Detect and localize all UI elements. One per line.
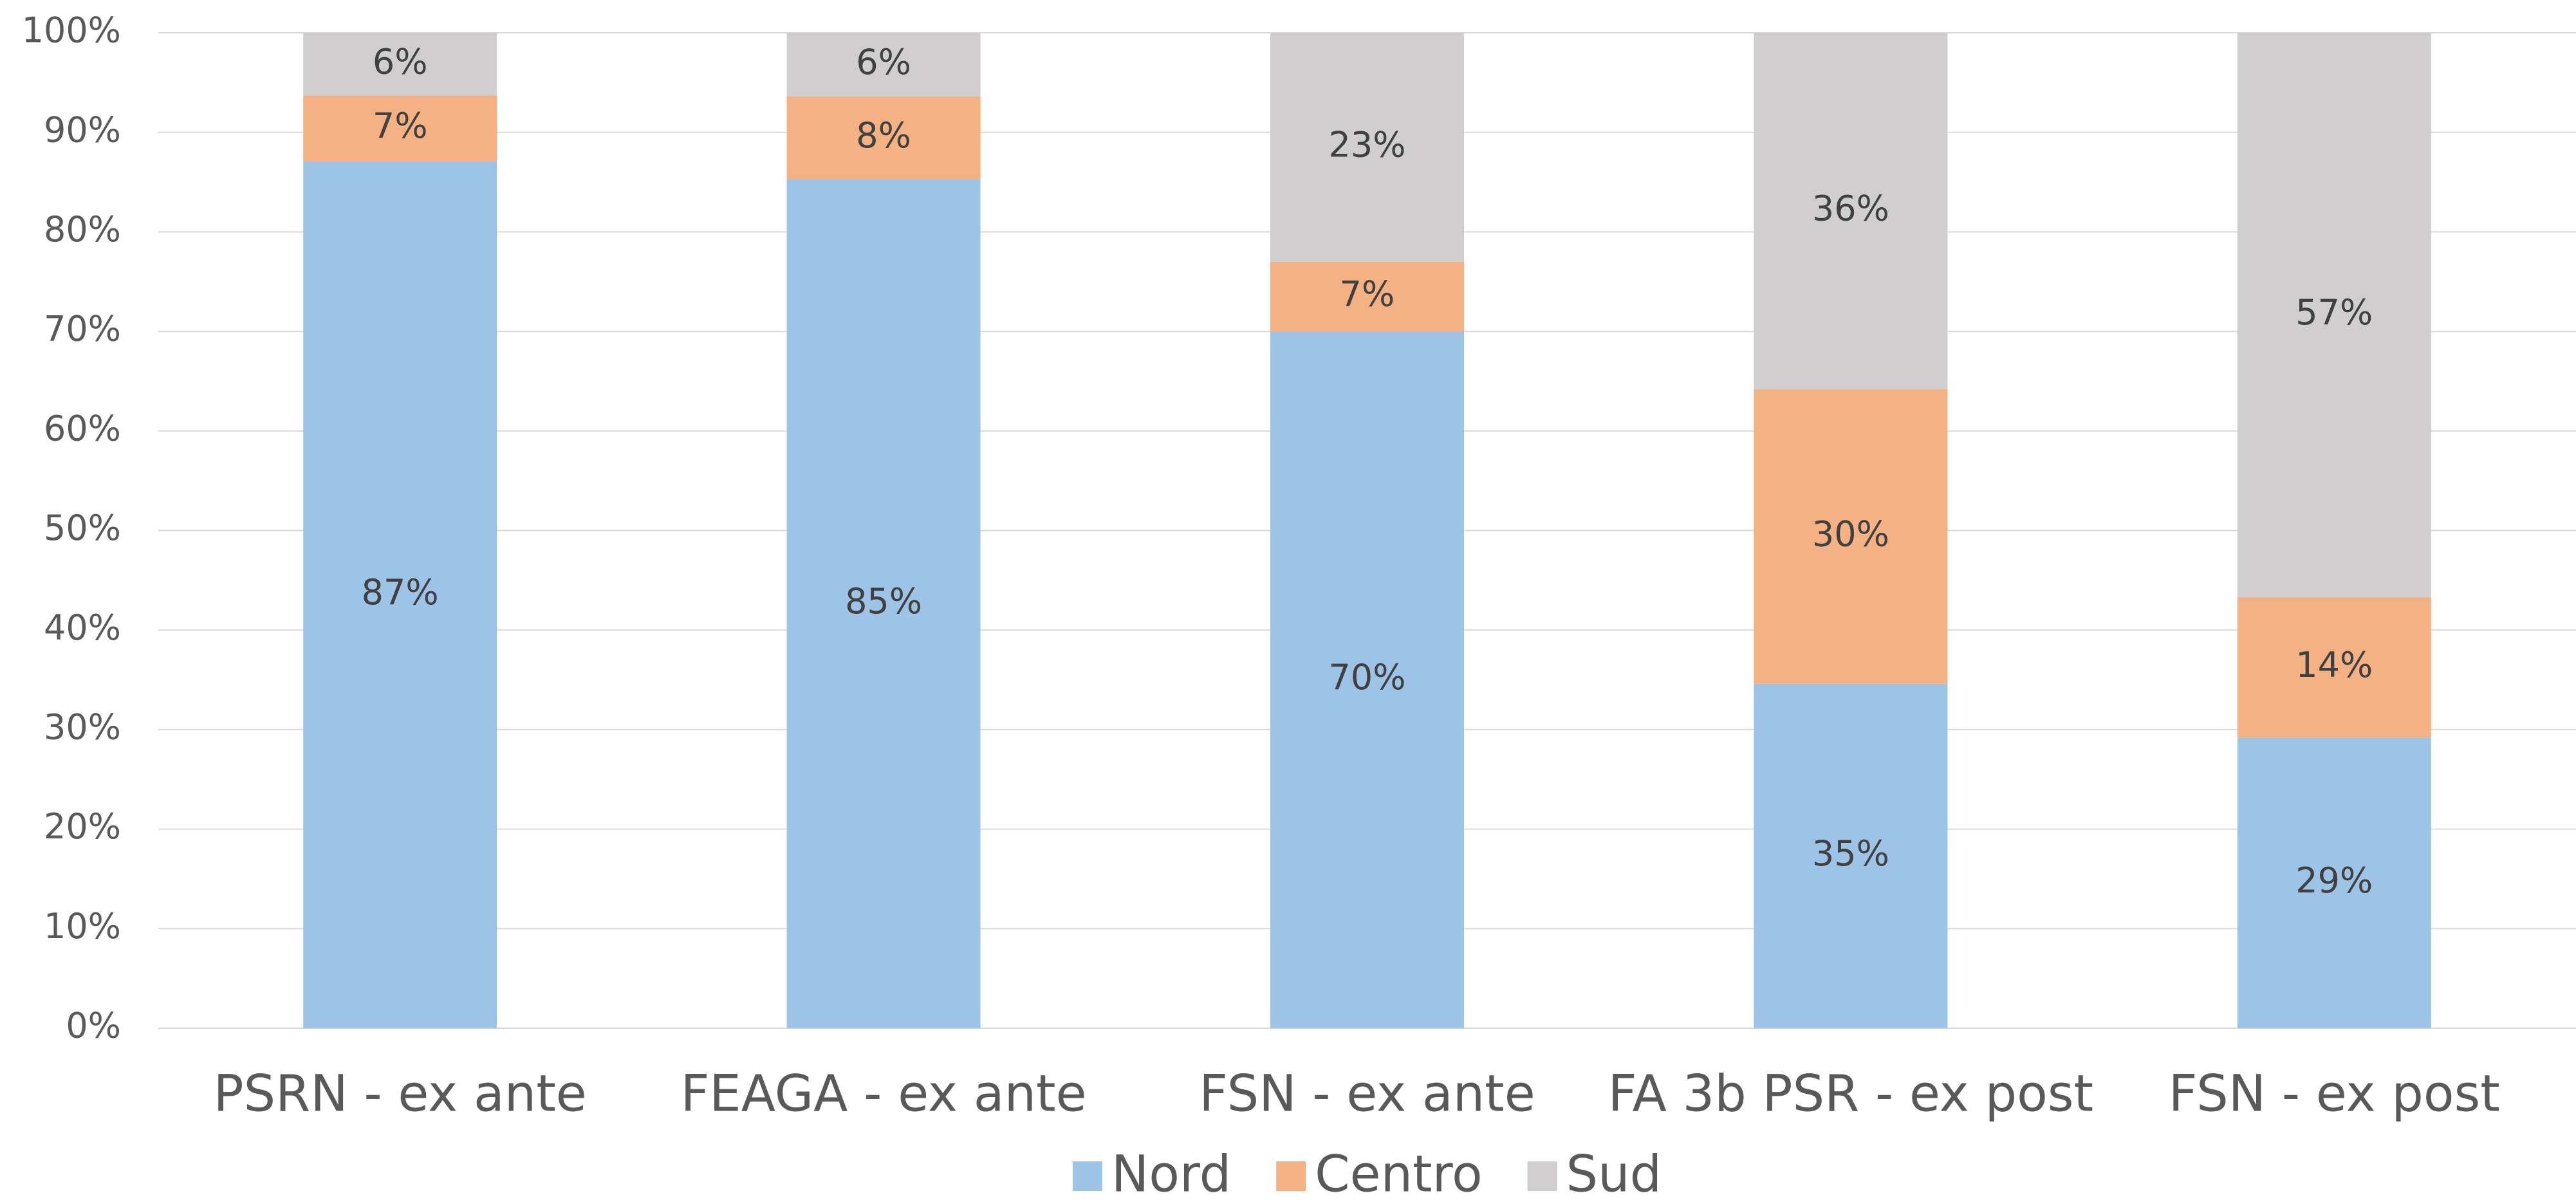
- bar-segment: [2237, 737, 2431, 1028]
- data-label: 36%: [1812, 189, 1889, 229]
- bar-segment: [786, 179, 981, 1029]
- y-tick-label: 20%: [44, 806, 121, 847]
- y-tick-label: 80%: [44, 209, 121, 250]
- legend-label: Sud: [1566, 1145, 1662, 1200]
- data-label: 6%: [856, 42, 911, 82]
- y-tick-label: 40%: [44, 607, 121, 648]
- data-label: 7%: [373, 106, 428, 146]
- x-tick-label: FA 3b PSR - ex post: [1608, 1065, 2093, 1123]
- data-label: 35%: [1812, 833, 1889, 874]
- data-label: 6%: [373, 41, 428, 82]
- legend-swatch: [1276, 1161, 1306, 1191]
- bar-segment: [786, 33, 981, 97]
- bar-segment: [2237, 597, 2431, 738]
- x-tick-label: PSRN - ex ante: [214, 1065, 587, 1123]
- x-tick-label: FSN - ex post: [2169, 1065, 2500, 1123]
- data-label: 85%: [845, 581, 922, 622]
- legend-swatch: [1527, 1161, 1557, 1191]
- bar-segment: [1270, 33, 1464, 262]
- data-label: 57%: [2295, 292, 2373, 333]
- data-label: 7%: [1340, 274, 1395, 315]
- x-tick-label: FEAGA - ex ante: [681, 1065, 1087, 1123]
- data-label: 87%: [362, 572, 439, 613]
- y-tick-label: 60%: [44, 408, 121, 448]
- bar-segment: [2237, 33, 2431, 598]
- y-tick-label: 50%: [44, 508, 121, 548]
- legend-swatch: [1072, 1161, 1102, 1191]
- bar-segment: [1754, 389, 1948, 684]
- legend-label: Nord: [1111, 1145, 1231, 1200]
- legend-label: Centro: [1315, 1145, 1483, 1200]
- bar-segment: [303, 33, 497, 96]
- y-tick-label: 90%: [44, 109, 121, 150]
- data-label: 8%: [856, 115, 911, 156]
- data-label: 70%: [1328, 657, 1405, 697]
- x-tick-label: FSN - ex ante: [1199, 1065, 1535, 1123]
- bar-segment: [303, 95, 497, 162]
- bar-segment: [786, 97, 981, 180]
- data-label: 30%: [1812, 513, 1889, 554]
- bar-segment: [1270, 261, 1464, 332]
- bar-segment: [1754, 683, 1948, 1028]
- bar-segment: [1270, 331, 1464, 1028]
- data-label: 29%: [2295, 860, 2373, 901]
- y-tick-label: 0%: [66, 1006, 121, 1046]
- y-tick-label: 70%: [44, 309, 121, 349]
- data-label: 23%: [1328, 125, 1405, 165]
- bar-segment: [303, 161, 497, 1029]
- bar-segment: [1754, 33, 1948, 389]
- y-tick-label: 30%: [44, 707, 121, 748]
- data-label: 14%: [2295, 645, 2373, 685]
- y-tick-label: 10%: [44, 906, 121, 946]
- y-tick-label: 100%: [22, 10, 121, 51]
